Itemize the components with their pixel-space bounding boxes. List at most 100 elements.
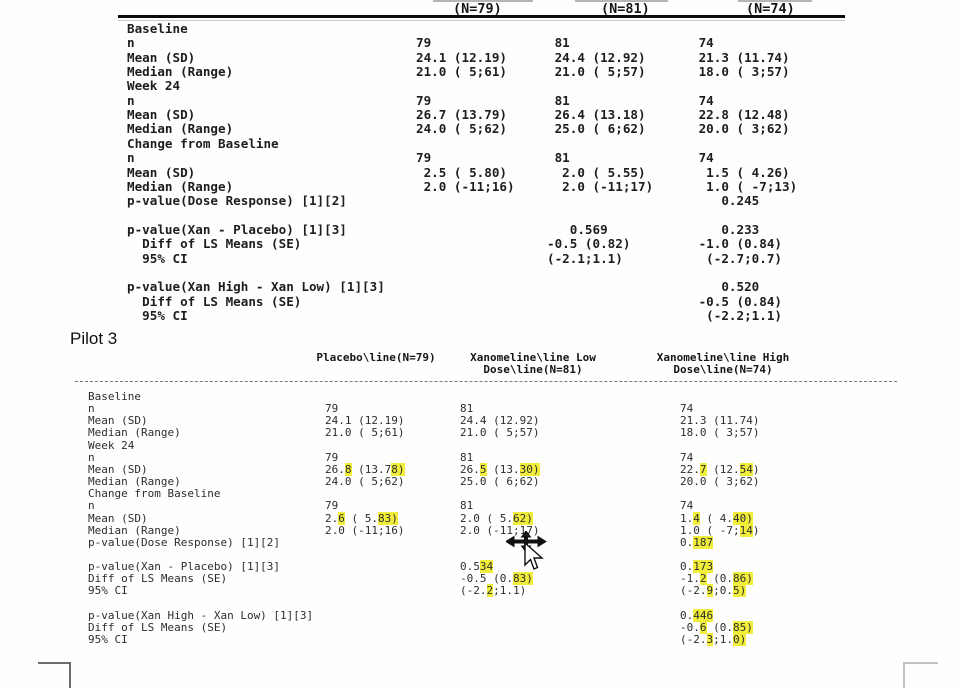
- table-row: Diff of LS Means (SE) -0.5 (0.84): [0, 293, 960, 309]
- difference-highlight: 187: [693, 535, 714, 549]
- row-label: Change from Baseline: [88, 487, 221, 501]
- difference-highlight: 6: [699, 620, 707, 634]
- table-cell: 81: [547, 150, 570, 166]
- table-row: 95% CI (-2.2;1.1): [0, 309, 960, 323]
- table-cell: 79: [416, 92, 432, 108]
- table-row: p-value(Xan High - Xan Low) [1][3] 0.446: [0, 608, 960, 622]
- column-header: Placebo\line(N=79): [316, 352, 435, 364]
- table-cell: 0.446: [680, 608, 714, 622]
- difference-highlight: 6: [338, 511, 345, 525]
- row-label: Week 24: [88, 438, 135, 452]
- table-cell: 21.0 ( 5;61): [416, 64, 507, 80]
- table-row: Median (Range) 2.0 (-11;16) 2.0 (-11;17) 1.…: [0, 523, 960, 537]
- row-label: n: [127, 150, 135, 166]
- row-label: Mean (SD): [88, 511, 148, 525]
- difference-highlight: 83): [378, 511, 398, 525]
- table-cell: 1.0 ( -7;14): [680, 523, 760, 537]
- difference-highlight: 86): [733, 572, 753, 586]
- table-cell: -0.6 (0.85): [680, 620, 753, 634]
- table-cell: 24.0 ( 5;62): [325, 475, 405, 489]
- row-label: Median (Range): [127, 64, 234, 80]
- table-row: n 79 81 74: [0, 450, 960, 464]
- row-label: p-value(Xan High - Xan Low) [1][3]: [127, 279, 385, 295]
- row-label: Diff of LS Means (SE): [88, 572, 228, 586]
- row-label: Diff of LS Means (SE): [127, 293, 302, 309]
- row-label: Mean (SD): [127, 107, 196, 123]
- table-cell: 22.7 (12.54): [680, 462, 760, 476]
- row-label: 95% CI: [88, 584, 128, 598]
- table-cell: 26.4 (13.18): [547, 107, 646, 123]
- row-label: n: [127, 35, 135, 51]
- column-header: (N=74): [746, 1, 795, 17]
- pilot-header-rule: [75, 381, 897, 382]
- table-cell: 22.8 (12.48): [691, 107, 790, 123]
- table-cell: 74: [680, 499, 694, 513]
- table-cell: 18.0 ( 3;57): [691, 64, 790, 80]
- difference-highlight: 5): [733, 584, 747, 598]
- table-cell: 21.3 (11.74): [691, 49, 790, 65]
- row-label: 95% CI: [127, 250, 188, 266]
- table-cell: (-2.3;1.0): [680, 633, 747, 646]
- table-cell: 18.0 ( 3;57): [680, 426, 760, 440]
- row-label: n: [88, 402, 95, 416]
- row-label: n: [88, 499, 95, 513]
- difference-highlight: 30): [519, 462, 540, 476]
- table-cell: 24.4 (12.92): [460, 414, 540, 428]
- table-row: n 79 81 74: [0, 403, 960, 415]
- table-row: Median (Range) 24.0 ( 5;62) 25.0 ( 6;62) …: [0, 122, 960, 136]
- table-cell: (-2.2;1.1): [460, 584, 527, 598]
- row-label: Diff of LS Means (SE): [88, 620, 228, 634]
- table-row: Week 24: [0, 79, 960, 93]
- cutoff-text-fragment: [575, 0, 668, 2]
- table-cell: 1.0 ( -7;13): [691, 178, 798, 194]
- row-label: p-value(Xan - Placebo) [1][3]: [88, 560, 281, 574]
- difference-highlight: 9: [706, 584, 714, 598]
- row-label: Median (Range): [88, 523, 181, 537]
- table-cell: 24.1 (12.19): [325, 414, 405, 428]
- difference-highlight: 83): [512, 572, 533, 586]
- table-row: Mean (SD) 24.1 (12.19) 24.4 (12.92) 21.3 (1…: [0, 415, 960, 427]
- table-cell: 74: [680, 402, 694, 416]
- row-label: Mean (SD): [88, 462, 148, 476]
- table-row: Median (Range) 2.0 (-11;16) 2.0 (-11;17)…: [0, 178, 960, 194]
- table-cell: (-2.2;1.1): [691, 308, 782, 323]
- table-cell: 26.5 (13.30): [460, 462, 540, 476]
- column-header: Xanomeline\line Low Dose\line(N=81): [470, 352, 596, 376]
- row-label: Mean (SD): [88, 414, 148, 428]
- table-row: p-value(Xan - Placebo) [1][3] 0.569 0.23…: [0, 221, 960, 237]
- table-row: [0, 266, 960, 280]
- difference-highlight: 85): [733, 620, 753, 634]
- column-header-line: Xanomeline\line High: [656, 351, 790, 364]
- table-cell: 79: [325, 499, 339, 513]
- table-row: p-value(Xan - Placebo) [1][3] 0.534 0.173: [0, 560, 960, 574]
- table-row: p-value(Dose Response) [1][2] 0.245: [0, 194, 960, 208]
- difference-highlight: 2: [486, 584, 494, 598]
- row-label: Median (Range): [127, 121, 234, 137]
- table-cell: 0.569: [547, 221, 608, 237]
- bottom-left-window-fragment: [38, 662, 71, 688]
- table-cell: 2.5 ( 5.80): [416, 164, 507, 180]
- row-label: Change from Baseline: [127, 135, 279, 151]
- table-cell: 81: [547, 92, 570, 108]
- difference-highlight: 14: [739, 523, 753, 537]
- table-cell: 20.0 ( 3;62): [680, 475, 760, 489]
- column-header-line: Dose\line(N=74): [673, 363, 773, 376]
- table-cell: 0.520: [691, 279, 760, 295]
- table-cell: 0.233: [691, 221, 760, 237]
- table-cell: 24.1 (12.19): [416, 49, 507, 65]
- table-row: Diff of LS Means (SE) -0.5 (0.83) -1.2 (0.…: [0, 572, 960, 586]
- table-row: Mean (SD) 24.1 (12.19) 24.4 (12.92) 21.3 …: [0, 49, 960, 65]
- difference-highlight: 8: [344, 462, 352, 476]
- row-label: p-value(Dose Response) [1][2]: [88, 535, 281, 549]
- table-row: Diff of LS Means (SE) -0.5 (0.82) -1.0 (0…: [0, 237, 960, 251]
- column-header-line: Dose\line(N=81): [483, 363, 583, 376]
- table-cell: 74: [691, 35, 714, 51]
- table-row: Median (Range) 21.0 ( 5;61) 21.0 ( 5;57) 18…: [0, 427, 960, 439]
- table-cell: 79: [325, 450, 339, 464]
- table-row: [0, 209, 960, 223]
- difference-highlight: 4: [693, 511, 700, 525]
- table-cell: (-2.7;0.7): [691, 250, 782, 266]
- difference-highlight: 62): [512, 511, 533, 525]
- table-cell: 25.0 ( 6;62): [460, 475, 540, 489]
- difference-highlight: 7: [699, 462, 707, 476]
